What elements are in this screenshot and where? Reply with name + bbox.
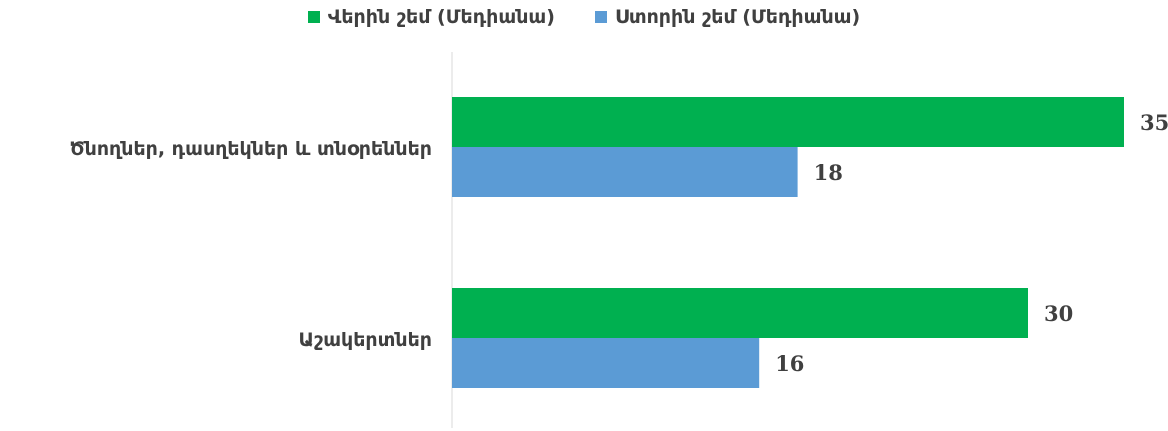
data-label-lower-0: 18 (814, 160, 843, 185)
legend-label-upper: Վերին շեմ (Մեդիանա) (327, 6, 555, 28)
bar-lower-1 (452, 338, 760, 388)
legend-swatch-lower (594, 11, 607, 23)
data-label-upper-1: 30 (1044, 301, 1073, 326)
legend-label-lower: Ստորին շեմ (Մեդիանա) (614, 6, 861, 28)
bar-upper-1 (452, 288, 1028, 338)
category-label-0: Ծնողներ, դասղեկներ և տնօրեններ (70, 138, 432, 160)
data-label-lower-1: 16 (775, 351, 804, 376)
legend: Վերին շեմ (Մեդիանա) Ստորին շեմ (Մեդիանա) (0, 6, 1168, 28)
legend-swatch-upper (307, 11, 320, 23)
bar-lower-0 (452, 147, 798, 197)
category-label-1: Աշակերտներ (299, 329, 433, 351)
bar-upper-0 (452, 97, 1124, 147)
data-label-upper-0: 35 (1140, 110, 1168, 135)
legend-item-upper[interactable]: Վերին շեմ (Մեդիանա) (307, 6, 555, 28)
legend-item-lower[interactable]: Ստորին շեմ (Մեդիանա) (594, 6, 861, 28)
